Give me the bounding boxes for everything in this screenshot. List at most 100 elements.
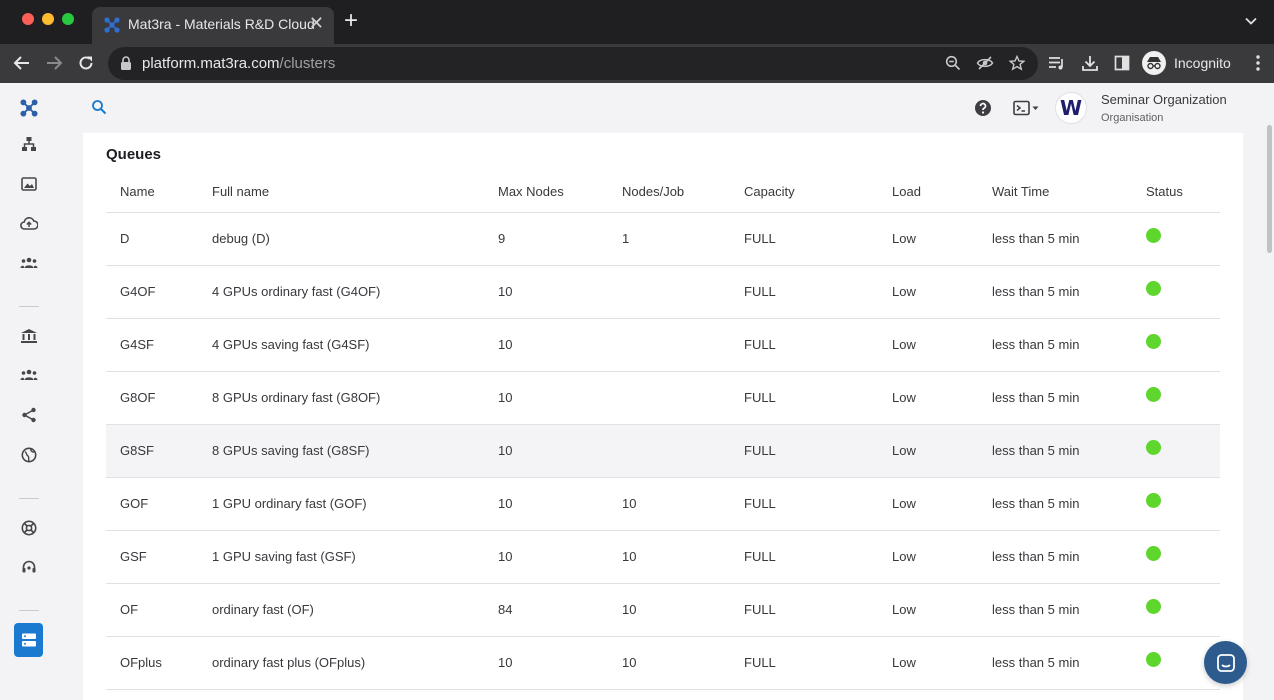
column-header[interactable]: Max Nodes [484,171,608,213]
queue-nodes-per-job [608,318,730,372]
queue-capacity: FULL [730,583,878,637]
table-row[interactable]: GOF 1 GPU ordinary fast (GOF) 10 10 FULL… [106,477,1220,531]
column-header[interactable]: Full name [198,171,484,213]
queue-capacity: FULL [730,265,878,319]
queue-status [1132,371,1220,425]
headset-icon[interactable] [19,557,39,577]
browser-toolbar: platform.mat3ra.com/clusters Incognito [0,44,1274,83]
address-bar[interactable]: platform.mat3ra.com/clusters [108,47,1038,80]
team-icon[interactable] [19,365,39,385]
new-tab-button[interactable]: + [344,7,359,34]
queues-panel: Queues Name Full name Max Nodes Nodes/Jo… [83,133,1243,700]
incognito-label: Incognito [1174,55,1231,71]
column-header[interactable]: Status [1132,171,1220,213]
queue-nodes-per-job: 1 [608,212,730,266]
table-row[interactable]: OF ordinary fast (OF) 84 10 FULL Low les… [106,583,1220,637]
support-icon[interactable] [19,518,39,538]
queue-nodes-per-job [608,424,730,478]
more-vertical-icon[interactable] [1252,53,1264,73]
queue-capacity: FULL [730,212,878,266]
queue-capacity: FULL [730,318,878,372]
arrow-left-icon [13,56,29,70]
queue-wait-time: less than 5 min [978,212,1132,266]
queue-capacity: FULL [730,636,878,690]
column-header[interactable]: Wait Time [978,171,1132,213]
share-icon[interactable] [19,405,39,425]
page-scrollbar-thumb[interactable] [1267,125,1272,253]
queue-name: GSF [106,530,198,584]
forward-button[interactable] [43,52,65,74]
browser-tab[interactable]: Mat3ra - Materials R&D Cloud ✕ [92,7,334,44]
queue-status [1132,424,1220,478]
incognito-icon [1142,51,1166,75]
zoom-icon[interactable] [944,54,962,72]
queue-status [1132,530,1220,584]
search-icon[interactable] [91,99,107,115]
queue-load: Low [878,583,978,637]
queue-max-nodes: 10 [484,424,608,478]
queue-status [1132,477,1220,531]
terminal-icon[interactable] [1013,100,1041,116]
reload-icon [79,56,93,70]
queue-max-nodes: 10 [484,265,608,319]
queue-load: Low [878,318,978,372]
queue-load: Low [878,530,978,584]
status-dot-icon [1146,493,1161,508]
column-header[interactable]: Capacity [730,171,878,213]
org-avatar[interactable]: W [1055,92,1087,124]
queue-status [1132,318,1220,372]
column-header[interactable]: Nodes/Job [608,171,730,213]
section-title: Queues [106,146,162,163]
sidebar-divider [19,610,39,611]
queue-max-nodes: 10 [484,636,608,690]
queue-load: Low [878,371,978,425]
table-row[interactable]: GSF 1 GPU saving fast (GSF) 10 10 FULL L… [106,530,1220,584]
download-icon[interactable] [1080,53,1100,73]
table-row[interactable]: G8OF 8 GPUs ordinary fast (G8OF) 10 FULL… [106,371,1220,425]
tab-title: Mat3ra - Materials R&D Cloud [128,16,315,32]
table-row[interactable]: D debug (D) 9 1 FULL Low less than 5 min [106,212,1220,266]
reload-button[interactable] [75,52,97,74]
table-row[interactable]: G4SF 4 GPUs saving fast (G4SF) 10 FULL L… [106,318,1220,372]
org-name[interactable]: Seminar Organization [1101,92,1227,107]
tab-search-chevron-icon[interactable] [1244,14,1258,28]
queue-load: Low [878,265,978,319]
side-panel-icon[interactable] [1112,53,1132,73]
queue-load: Low [878,477,978,531]
globe-icon[interactable] [19,445,39,465]
status-dot-icon [1146,281,1161,296]
queue-full-name: 1 GPU ordinary fast (GOF) [198,477,484,531]
close-window-button[interactable] [22,13,34,25]
maximize-window-button[interactable] [62,13,74,25]
help-icon[interactable] [974,99,992,117]
table-row[interactable]: G4OF 4 GPUs ordinary fast (G4OF) 10 FULL… [106,265,1220,319]
image-icon[interactable] [19,174,39,194]
table-row[interactable]: G8SF 8 GPUs saving fast (G8SF) 10 FULL L… [106,424,1220,478]
eye-off-icon[interactable] [976,54,994,72]
queue-status [1132,265,1220,319]
media-controls-icon[interactable] [1047,53,1067,73]
minimize-window-button[interactable] [42,13,54,25]
queue-wait-time: less than 5 min [978,583,1132,637]
sidebar-item-clusters[interactable] [14,623,43,657]
group-icon[interactable] [19,253,39,273]
bookmark-star-icon[interactable] [1008,54,1026,72]
queue-max-nodes: 10 [484,371,608,425]
mat3ra-logo-icon[interactable] [19,98,39,118]
chat-launcher-button[interactable] [1204,641,1247,684]
column-header[interactable]: Name [106,171,198,213]
back-button[interactable] [11,52,33,74]
queue-max-nodes: 9 [484,212,608,266]
chat-icon [1216,653,1235,672]
status-dot-icon [1146,228,1161,243]
bank-icon[interactable] [19,326,39,346]
cloud-upload-icon[interactable] [19,213,39,233]
queue-max-nodes: 10 [484,318,608,372]
hierarchy-icon[interactable] [19,134,39,154]
queue-nodes-per-job: 10 [608,530,730,584]
queue-nodes-per-job: 10 [608,477,730,531]
incognito-profile[interactable]: Incognito [1142,50,1231,76]
table-row[interactable]: OFplus ordinary fast plus (OFplus) 10 10… [106,636,1220,690]
tab-close-icon[interactable]: ✕ [308,13,324,33]
column-header[interactable]: Load [878,171,978,213]
